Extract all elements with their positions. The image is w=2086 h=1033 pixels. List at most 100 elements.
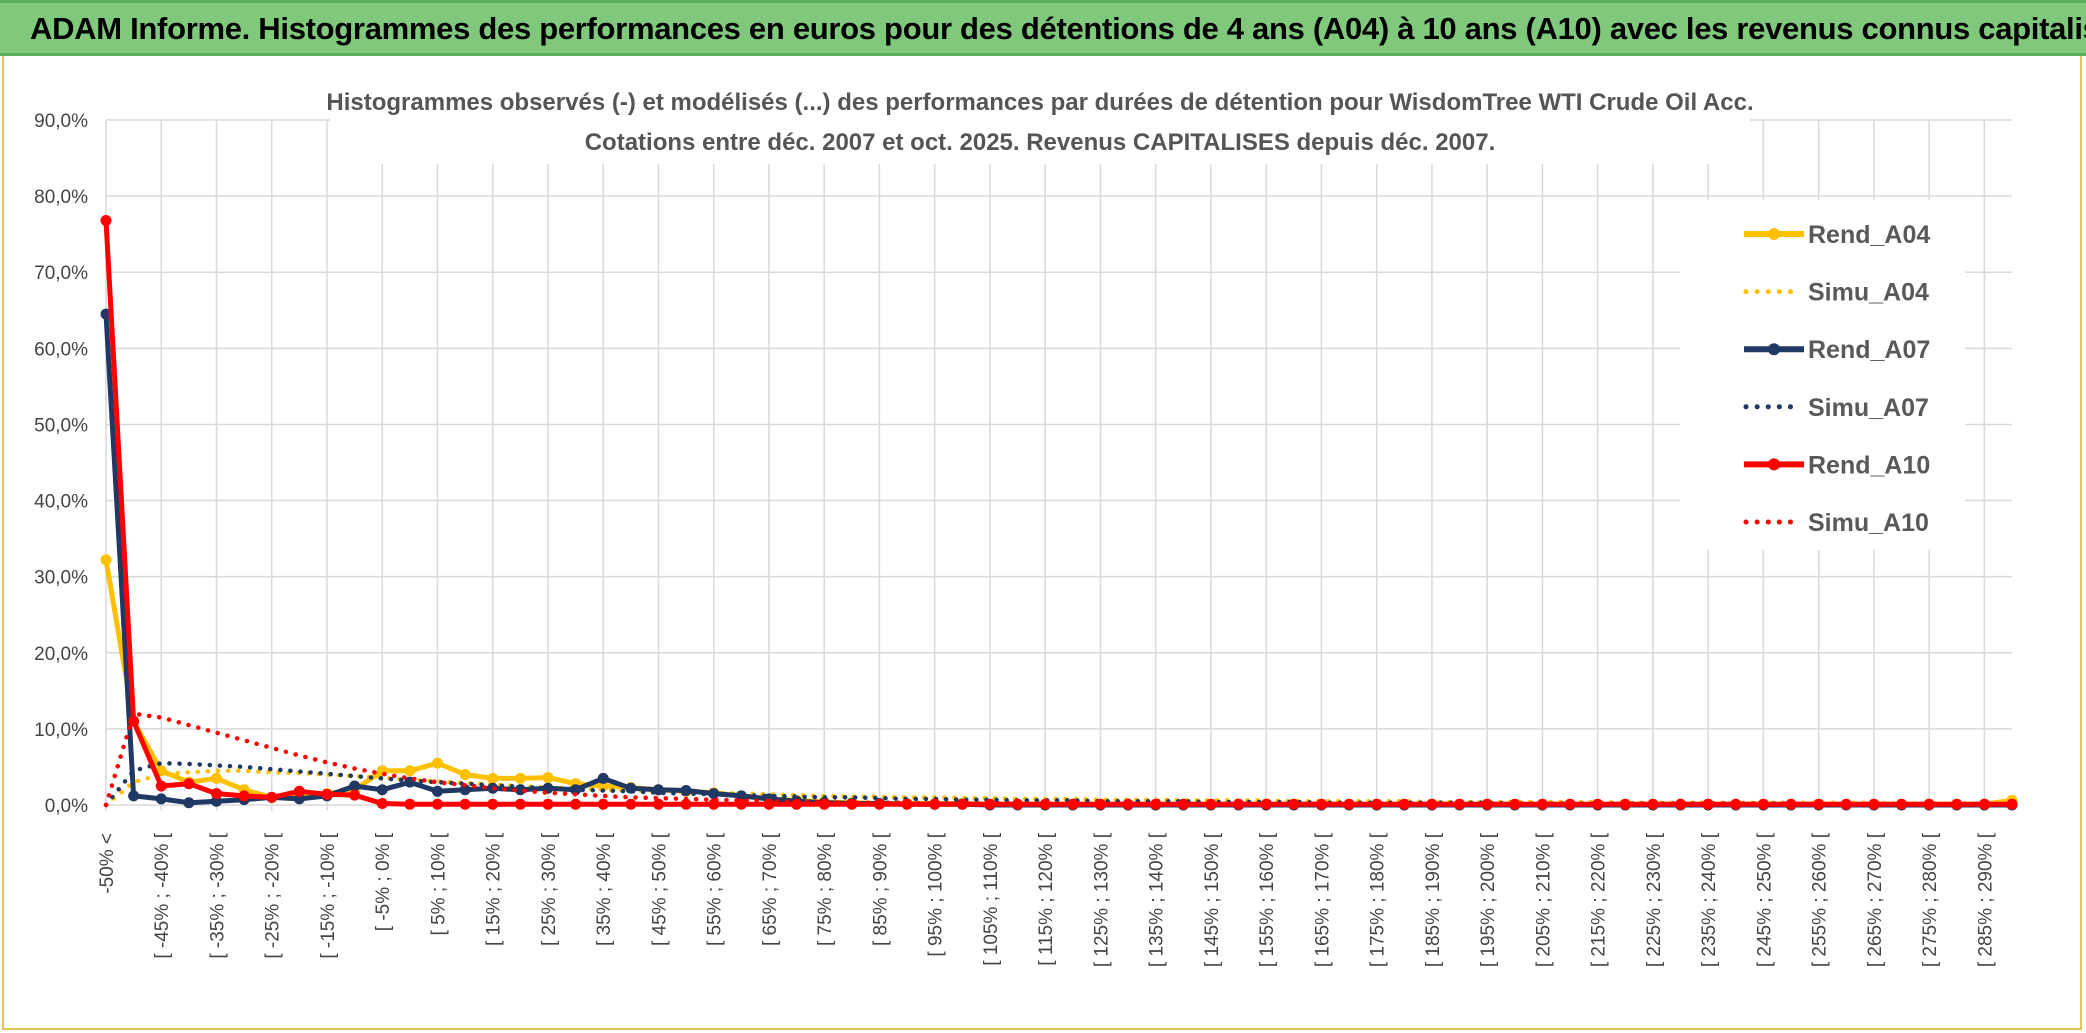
y-tick-label: 30,0%: [34, 568, 88, 589]
y-tick-label: 60,0%: [34, 339, 88, 360]
series-rend-a10-point: [210, 788, 222, 800]
series-rend-a10-point: [487, 798, 499, 810]
legend-label-simu-a10: Simu_A10: [1808, 509, 1929, 537]
x-tick-label: [ 235% ; 240% [: [1699, 832, 1720, 967]
series-rend-a04-point: [487, 772, 499, 784]
series-rend-a10-point: [625, 798, 637, 810]
x-tick-label: [ 5% ; 10% [: [428, 832, 449, 935]
series-rend-a04-point: [431, 757, 443, 769]
series-rend-a10-point: [1039, 798, 1051, 810]
x-tick-label: [ 195% ; 200% [: [1478, 832, 1499, 967]
series-rend-a07-point: [597, 772, 609, 784]
x-tick-label: [ 65% ; 70% [: [760, 832, 781, 946]
legend-background: [1680, 200, 1965, 550]
series-rend-a10-point: [597, 798, 609, 810]
x-tick-label: -50% <: [97, 833, 118, 894]
legend-label-rend-a10: Rend_A10: [1808, 451, 1930, 479]
series-rend-a10-point: [238, 790, 250, 802]
series-rend-a10-point: [266, 791, 278, 803]
x-tick-label: [ 15% ; 20% [: [484, 832, 505, 946]
series-rend-a10-point: [570, 798, 582, 810]
legend-label-simu-a07: Simu_A07: [1808, 394, 1929, 422]
legend-marker-rend-a04: [1768, 228, 1780, 240]
series-rend-a04-point: [514, 772, 526, 784]
x-tick-label: [ 165% ; 170% [: [1312, 832, 1333, 967]
series-rend-a10-point: [1592, 798, 1604, 810]
chart-frame: [2, 56, 2082, 1030]
series-rend-a10-point: [1564, 798, 1576, 810]
series-rend-a10-point: [459, 798, 471, 810]
series-rend-a10-point: [1371, 798, 1383, 810]
y-tick-label: 40,0%: [34, 492, 88, 513]
series-simu-a10-line: [103, 711, 2015, 808]
series-rend-a10-point: [321, 788, 333, 800]
series-rend-a07-point: [128, 790, 140, 802]
x-tick-label: [ 25% ; 30% [: [539, 832, 560, 946]
y-tick-label: 10,0%: [34, 720, 88, 741]
series-rend-a10-point: [1454, 798, 1466, 810]
series-rend-a07-point: [155, 793, 167, 805]
x-tick-label: [ 285% ; 290% [: [1975, 832, 1996, 967]
series-rend-a04-point: [404, 765, 416, 777]
series-rend-a10-point: [680, 798, 692, 810]
x-tick-label: [ 85% ; 90% [: [870, 832, 891, 946]
x-tick-label: [ -5% ; 0% [: [373, 832, 394, 931]
legend-label-rend-a04: Rend_A04: [1808, 221, 1930, 249]
series-rend-a07-point: [431, 785, 443, 797]
series-rend-a10-point: [183, 778, 195, 790]
x-tick-label: [ -25% ; -20% [: [263, 832, 284, 958]
series-rend-a10-point: [404, 798, 416, 810]
chart-title: Histogrammes observés (-) et modélisés (…: [326, 82, 1754, 164]
x-tick-label: [ 175% ; 180% [: [1368, 832, 1389, 967]
x-tick-label: [ 205% ; 210% [: [1533, 832, 1554, 967]
series-rend-a10-point: [1122, 798, 1134, 810]
x-tick-label: [ -15% ; -10% [: [318, 832, 339, 958]
series-rend-a10-point: [431, 798, 443, 810]
x-tick-label: [ 275% ; 280% [: [1920, 832, 1941, 967]
y-tick-label: 70,0%: [34, 263, 88, 284]
series-rend-a10-point: [349, 789, 361, 801]
legend-label-rend-a07: Rend_A07: [1808, 336, 1930, 364]
y-tick-label: 20,0%: [34, 644, 88, 665]
legend-label-simu-a04: Simu_A04: [1808, 279, 1929, 307]
series-rend-a10-point: [1647, 798, 1659, 810]
chart-legend: Rend_A04 Simu_A04 Rend_A07 Simu_A07 Rend_A10…: [1680, 200, 1965, 550]
series-rend-a10-point: [1757, 798, 1769, 810]
legend-marker-rend-a07: [1768, 343, 1780, 356]
x-tick-label: [ 125% ; 130% [: [1091, 832, 1112, 967]
series-rend-a04-point: [210, 772, 222, 784]
y-tick-label: 50,0%: [34, 415, 88, 436]
series-rend-a10-point: [1177, 798, 1189, 810]
series-rend-a10-point: [1260, 798, 1272, 810]
x-tick-label: [ 75% ; 80% [: [815, 832, 836, 946]
series-rend-a07-point: [210, 795, 222, 807]
series-rend-a10-point: [1343, 798, 1355, 810]
series-rend-a07-point: [183, 797, 195, 809]
x-tick-label: [ 45% ; 50% [: [649, 832, 670, 946]
y-tick-label: 80,0%: [34, 187, 88, 208]
series-rend-a10-point: [514, 798, 526, 810]
series-rend-a10-point: [735, 798, 747, 810]
series-rend-a07-point: [459, 784, 471, 796]
y-tick-label: 0,0%: [45, 796, 88, 817]
series-rend-a04-line: [103, 559, 2013, 807]
series-rend-a10-point: [1868, 798, 1880, 810]
x-tick-label: [ 95% ; 100% [: [926, 832, 947, 956]
series-rend-a07-point: [293, 793, 305, 805]
series-rend-a10-point: [376, 797, 388, 809]
chart-title-background: [330, 82, 1750, 164]
x-tick-label: [ 105% ; 110% [: [981, 832, 1002, 965]
series-rend-a10-point: [1481, 798, 1493, 810]
series-rend-a10-point: [1896, 798, 1908, 810]
report-banner: ADAM Informe. Histogrammes des performan…: [0, 0, 2086, 56]
chart-series: [100, 214, 2018, 811]
banner-title: ADAM Informe. Histogrammes des performan…: [30, 11, 2086, 46]
legend-marker-rend-a10: [1768, 458, 1780, 471]
x-tick-label: [ 35% ; 40% [: [594, 832, 615, 946]
x-axis: -50% < [ -45% ; -40% [[ -35% ; -30% [[ -2…: [97, 832, 1996, 967]
series-rend-a10-point: [100, 214, 112, 226]
x-tick-label: [ 135% ; 140% [: [1147, 832, 1168, 967]
chart-title-line-2: Cotations entre déc. 2007 et oct. 2025. …: [585, 129, 1496, 156]
series-rend-a04-point: [542, 772, 554, 784]
